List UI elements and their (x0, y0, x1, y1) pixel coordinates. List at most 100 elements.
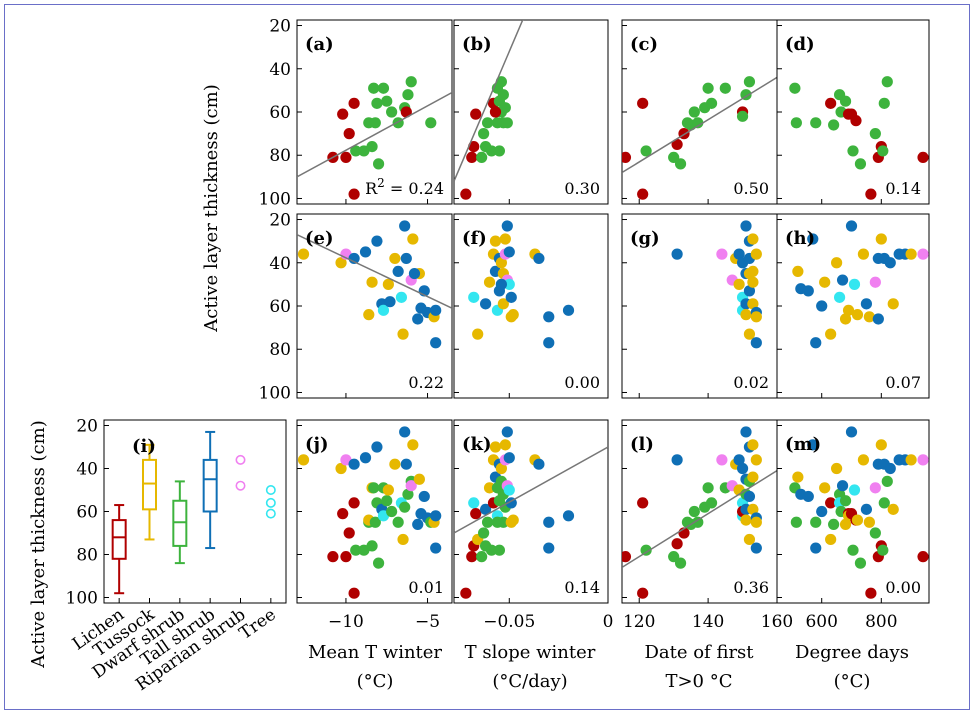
panel-m-point-44 (887, 503, 899, 515)
panel-j-r2-text: 0.01 (408, 578, 444, 597)
panel-b-point-0 (460, 188, 472, 200)
panel-e-point-15 (397, 328, 409, 340)
panel-a-point-20 (405, 76, 417, 88)
panel-b-point-18 (499, 102, 511, 114)
panel-l: 120 140 160 (l) 0.36 (621, 419, 793, 632)
panel-a-point-4 (348, 97, 360, 109)
panel-l-point-6 (671, 538, 683, 550)
panel-g-point-5 (733, 278, 745, 290)
panel-j-xtick-label-0: −10 (328, 612, 364, 632)
panel-k-point-7 (478, 527, 490, 539)
panel-m-point-6 (810, 542, 822, 554)
panel-l-point-26 (740, 426, 752, 438)
panel-j-point-39 (412, 518, 424, 531)
panel-j-point-17 (368, 482, 380, 494)
panel-b-point-8 (485, 145, 498, 157)
panel-k: −0.05 0 (k) 0.14 (453, 419, 613, 632)
panel-h-point-14 (848, 278, 861, 290)
panel-l-point-5 (671, 454, 683, 466)
panel-e-fit-line (297, 233, 452, 309)
panel-g-r2: 0.02 (733, 373, 769, 392)
panel-a-r2-value: = 0.24 (385, 179, 444, 198)
panel-f-label: (f) (462, 228, 487, 249)
panel-f-point-13 (499, 233, 511, 245)
panel-h-point-17 (860, 298, 873, 310)
panel-j-point-42 (418, 490, 430, 503)
panel-c-point-3 (640, 145, 652, 157)
panel-j-point-40 (413, 473, 425, 485)
panel-h-r2-text: 0.07 (885, 373, 921, 392)
panel-f-point-6 (489, 235, 502, 247)
panel-j-point-3 (340, 551, 352, 563)
panel-c: (c) 0.50 (621, 19, 778, 205)
panel-h-point-13 (845, 220, 858, 232)
panel-d-point-17 (877, 145, 889, 157)
panel-g-point-19 (747, 276, 759, 288)
panel-a-point-15 (381, 95, 393, 107)
panel-i-iqr-0 (111, 519, 127, 560)
panel-f-point-23 (533, 252, 545, 265)
panel-h-point-6 (819, 276, 831, 288)
panel-j-r2: 0.01 (408, 578, 444, 597)
panel-b-point-3 (470, 108, 482, 120)
panel-b: (b) 0.30 (453, 19, 609, 205)
panel-c-point-0 (622, 151, 632, 164)
panel-h-point-9 (833, 291, 846, 303)
panel-m-point-39 (877, 544, 889, 556)
panel-g-point-4 (733, 248, 745, 260)
panel-d-point-1 (790, 117, 802, 129)
panel-k-point-0 (460, 587, 472, 599)
panel-m-point-32 (865, 587, 877, 599)
panel-l-point-0 (622, 551, 632, 563)
panel-a-point-1 (337, 108, 349, 120)
panel-l-point-20 (733, 454, 745, 466)
panel-j-point-6 (343, 527, 355, 539)
panel-e-label: (e) (305, 228, 334, 249)
panel-j-point-26 (382, 484, 394, 496)
panel-d-point-10 (847, 145, 859, 157)
panel-m-point-1 (790, 516, 802, 528)
panel-k-point-38 (533, 458, 545, 470)
panel-h-point-24 (887, 298, 899, 310)
panel-j-point-15 (366, 540, 378, 552)
panel-a-ytick-label-60: 60 (269, 103, 291, 123)
panel-l-r2: 0.36 (733, 578, 769, 597)
panel-m-point-13 (831, 462, 843, 475)
panel-k-point-41 (562, 510, 575, 522)
panel-e-point-12 (389, 252, 401, 265)
panel-h-label: (h) (785, 228, 815, 249)
panel-a-ytick-label-80: 80 (269, 146, 291, 166)
panel-d-point-4 (828, 119, 840, 131)
panel-a-r2-text: R (365, 179, 378, 198)
panel-d-point-11 (850, 115, 862, 127)
panel-h-point-19 (869, 276, 881, 288)
xlabel-col2-line2: (°C/day) (492, 671, 567, 692)
panel-f-point-1 (472, 328, 484, 340)
panel-f-point-15 (501, 220, 513, 232)
panel-k-r2-text: 0.14 (564, 578, 600, 597)
panel-k-point-30 (501, 426, 513, 438)
panel-f-point-3 (483, 276, 496, 288)
panel-c-point-15 (719, 82, 731, 94)
panel-f-r2-text: 0.00 (564, 373, 600, 392)
panel-c-point-13 (702, 82, 714, 94)
panel-k-point-40 (543, 542, 555, 554)
panel-f-point-19 (505, 291, 517, 303)
panel-j-point-0 (297, 454, 310, 466)
panel-m-point-24 (847, 544, 859, 556)
panel-k-xtick-label-0: −0.05 (483, 612, 535, 632)
panel-h-point-0 (792, 265, 804, 278)
panel-e-point-14 (395, 291, 408, 303)
panel-i-outlier-3 (265, 497, 276, 508)
panel-m-point-43 (884, 462, 896, 475)
panel-a-point-21 (425, 117, 437, 129)
panel-i-box-tall_shrub (202, 430, 218, 550)
panel-a-ytick-label-40: 40 (269, 60, 291, 80)
panel-j-point-27 (386, 505, 398, 518)
panel-b-fit-line (454, 20, 524, 182)
panel-c-point-10 (688, 106, 700, 118)
panel-b-point-4 (476, 151, 488, 164)
panel-b-label: (b) (462, 34, 492, 55)
panel-b-point-5 (478, 128, 490, 140)
panel-g-point-9 (740, 220, 752, 232)
